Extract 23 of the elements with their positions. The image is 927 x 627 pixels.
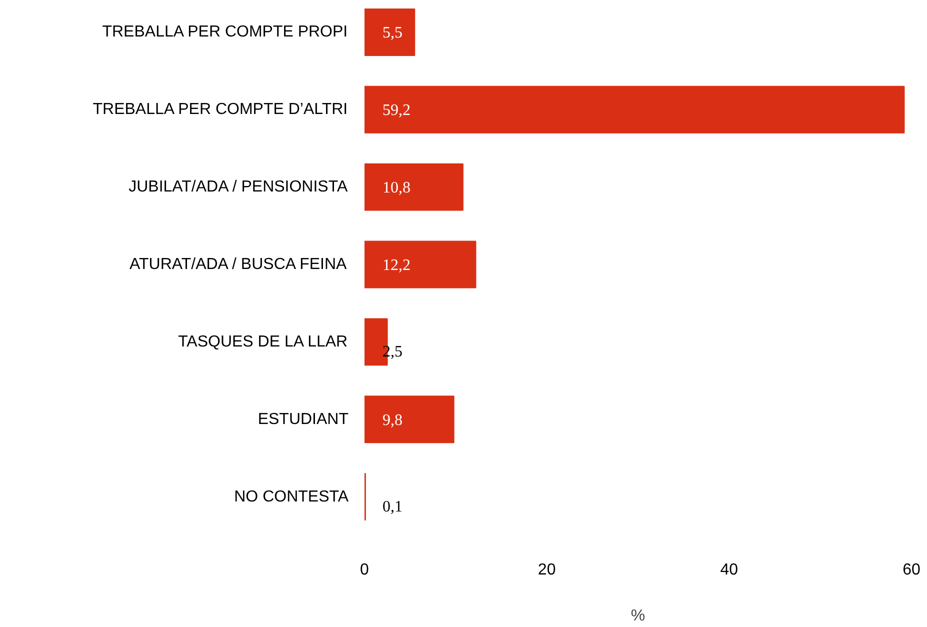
data-label: 12,2 [382, 257, 410, 274]
y-tick-label: TREBALLA PER COMPTE PROPI [102, 24, 348, 41]
x-tick-label: 40 [720, 562, 738, 578]
data-label: 10,8 [382, 180, 410, 197]
data-label: 5,5 [382, 24, 402, 42]
data-label: 9,8 [382, 412, 402, 429]
data-label: 59,2 [382, 102, 410, 120]
y-tick-label: TASQUES DE LA LLAR [178, 333, 348, 350]
x-axis-title: % [630, 608, 646, 624]
x-tick-label: 0 [360, 562, 370, 578]
bar [364, 163, 464, 211]
x-tick-label: 20 [538, 562, 556, 578]
y-tick-label: ATURAT/ADA / BUSCA FEINA [130, 256, 348, 273]
y-tick-label: TREBALLA PER COMPTE D’ALTRI [92, 101, 348, 118]
bar [364, 86, 905, 134]
bar [364, 396, 454, 444]
data-label: 0,1 [382, 498, 402, 516]
y-tick-label: ESTUDIANT [258, 410, 349, 428]
bar [364, 8, 416, 56]
y-tick-label: NO CONTESTA [234, 488, 349, 506]
y-tick-label: JUBILAT/ADA / PENSIONISTA [128, 178, 348, 196]
bar [364, 240, 476, 288]
x-tick-label: 60 [902, 562, 920, 578]
